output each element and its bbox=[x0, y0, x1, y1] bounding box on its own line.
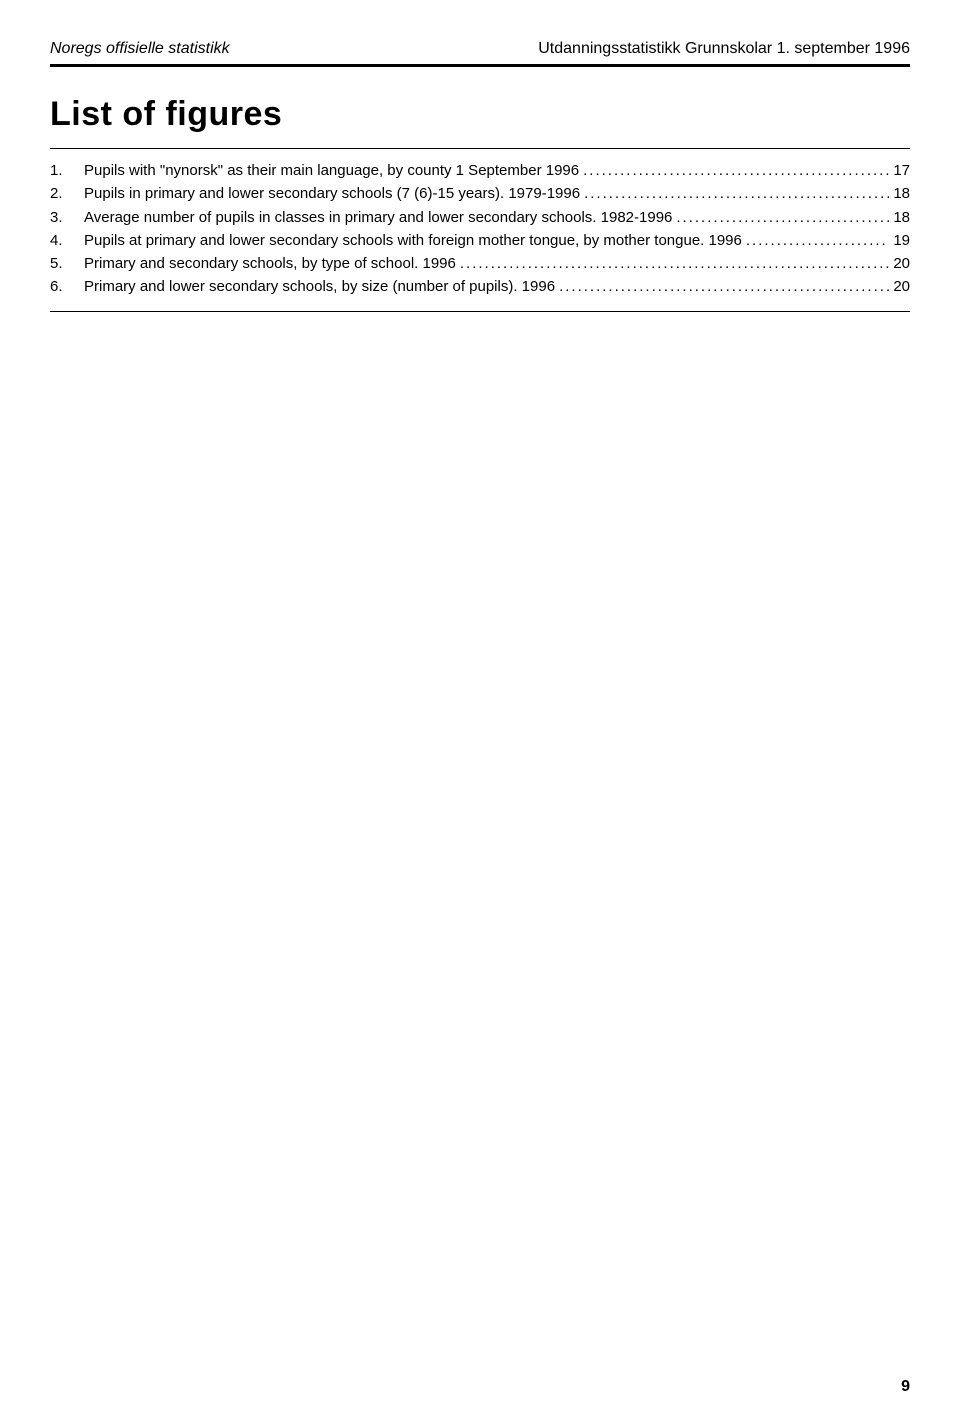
title-rule bbox=[50, 148, 910, 149]
figure-number: 2. bbox=[50, 182, 84, 205]
figure-entry: 4. Pupils at primary and lower secondary… bbox=[50, 229, 910, 252]
page-container: Noregs offisielle statistikk Utdanningss… bbox=[0, 0, 960, 1426]
leader-dots bbox=[742, 229, 889, 252]
header-rule bbox=[50, 64, 910, 67]
header-left: Noregs offisielle statistikk bbox=[50, 40, 230, 58]
header-right: Utdanningsstatistikk Grunnskolar 1. sept… bbox=[538, 40, 910, 58]
figure-number: 5. bbox=[50, 252, 84, 275]
figure-page: 17 bbox=[889, 159, 910, 182]
figure-page: 20 bbox=[889, 275, 910, 298]
running-header: Noregs offisielle statistikk Utdanningss… bbox=[50, 40, 910, 64]
leader-dots bbox=[579, 159, 889, 182]
figure-entry: 3. Average number of pupils in classes i… bbox=[50, 206, 910, 229]
figure-text: Pupils at primary and lower secondary sc… bbox=[84, 229, 742, 252]
figure-entry: 1. Pupils with "nynorsk" as their main l… bbox=[50, 159, 910, 182]
figure-text: Average number of pupils in classes in p… bbox=[84, 206, 672, 229]
leader-dots bbox=[672, 206, 889, 229]
figure-text: Pupils in primary and lower secondary sc… bbox=[84, 182, 580, 205]
figure-entry: 5. Primary and secondary schools, by typ… bbox=[50, 252, 910, 275]
figure-page: 19 bbox=[889, 229, 910, 252]
figures-list: 1. Pupils with "nynorsk" as their main l… bbox=[50, 159, 910, 299]
figure-number: 1. bbox=[50, 159, 84, 182]
figure-number: 3. bbox=[50, 206, 84, 229]
figure-entry: 6. Primary and lower secondary schools, … bbox=[50, 275, 910, 298]
leader-dots bbox=[456, 252, 889, 275]
page-title: List of figures bbox=[50, 95, 910, 134]
figure-entry: 2. Pupils in primary and lower secondary… bbox=[50, 182, 910, 205]
figures-bottom-rule bbox=[50, 311, 910, 312]
figure-text: Primary and secondary schools, by type o… bbox=[84, 252, 456, 275]
figure-page: 18 bbox=[889, 182, 910, 205]
page-number: 9 bbox=[901, 1378, 910, 1396]
leader-dots bbox=[555, 275, 889, 298]
figures-bottom-rule-wrap bbox=[50, 311, 910, 312]
figure-text: Primary and lower secondary schools, by … bbox=[84, 275, 555, 298]
leader-dots bbox=[580, 182, 889, 205]
figure-number: 4. bbox=[50, 229, 84, 252]
figure-number: 6. bbox=[50, 275, 84, 298]
figure-text: Pupils with "nynorsk" as their main lang… bbox=[84, 159, 579, 182]
figure-page: 20 bbox=[889, 252, 910, 275]
figure-page: 18 bbox=[889, 206, 910, 229]
